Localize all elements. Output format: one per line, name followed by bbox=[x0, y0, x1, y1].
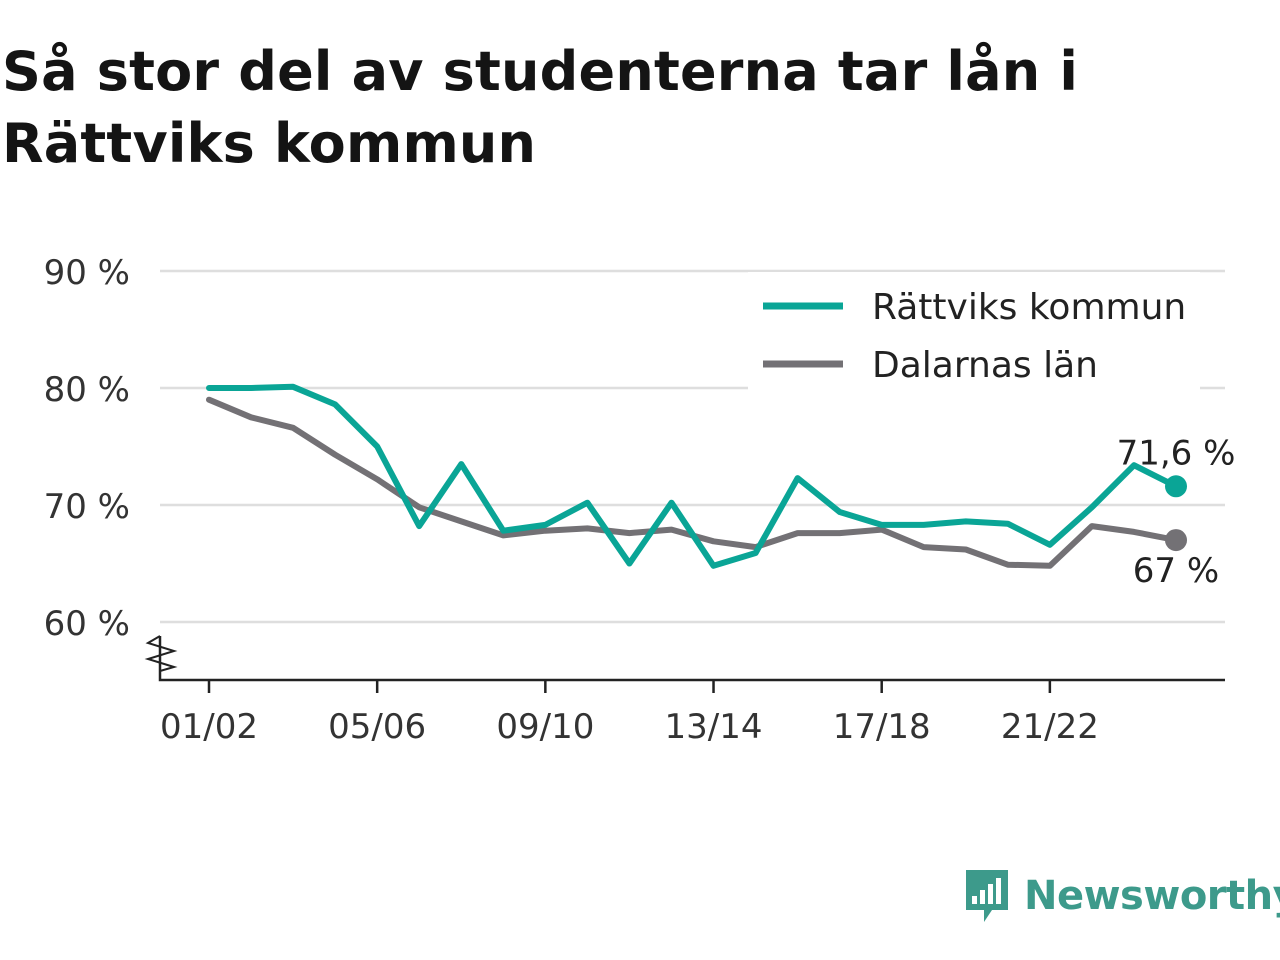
newsworthy-logo[interactable]: Newsworthy bbox=[962, 864, 1280, 928]
end-labels: 71,6 % 67 % bbox=[1117, 433, 1236, 591]
x-tick-label: 05/06 bbox=[328, 707, 426, 747]
y-axis-ticks: 60 % 70 % 80 % 90 % bbox=[44, 253, 130, 644]
data-label: 71,6 % bbox=[1117, 433, 1236, 473]
y-tick-label: 70 % bbox=[44, 487, 130, 527]
series-end-point bbox=[1165, 475, 1187, 498]
x-tick-label: 01/02 bbox=[160, 707, 258, 747]
legend-label: Dalarnas län bbox=[872, 345, 1098, 386]
x-tick-label: 13/14 bbox=[665, 707, 763, 747]
brand-name: Newsworthy bbox=[1024, 873, 1280, 919]
y-tick-label: 80 % bbox=[44, 370, 130, 410]
x-tick-label: 17/18 bbox=[833, 707, 931, 747]
axis-break-icon bbox=[144, 635, 178, 672]
x-tick-label: 09/10 bbox=[496, 707, 594, 747]
chart-title: Så stor del av studenterna tar lån i Rät… bbox=[2, 40, 1079, 175]
newsworthy-chart-icon bbox=[966, 870, 1008, 922]
x-axis: 01/02 05/06 09/10 13/14 17/18 21/22 bbox=[144, 635, 1225, 747]
legend: Rättviks kommun Dalarnas län bbox=[748, 272, 1200, 390]
y-tick-label: 60 % bbox=[44, 604, 130, 644]
legend-label: Rättviks kommun bbox=[872, 287, 1186, 328]
x-axis-line bbox=[158, 636, 1225, 682]
series-end-point bbox=[1165, 529, 1187, 552]
series-line bbox=[206, 383, 1179, 569]
data-label: 67 % bbox=[1133, 551, 1219, 591]
legend-background bbox=[748, 272, 1200, 390]
x-tick-label: 21/22 bbox=[1001, 707, 1099, 747]
series-lines bbox=[206, 383, 1187, 569]
y-tick-label: 90 % bbox=[44, 253, 130, 293]
